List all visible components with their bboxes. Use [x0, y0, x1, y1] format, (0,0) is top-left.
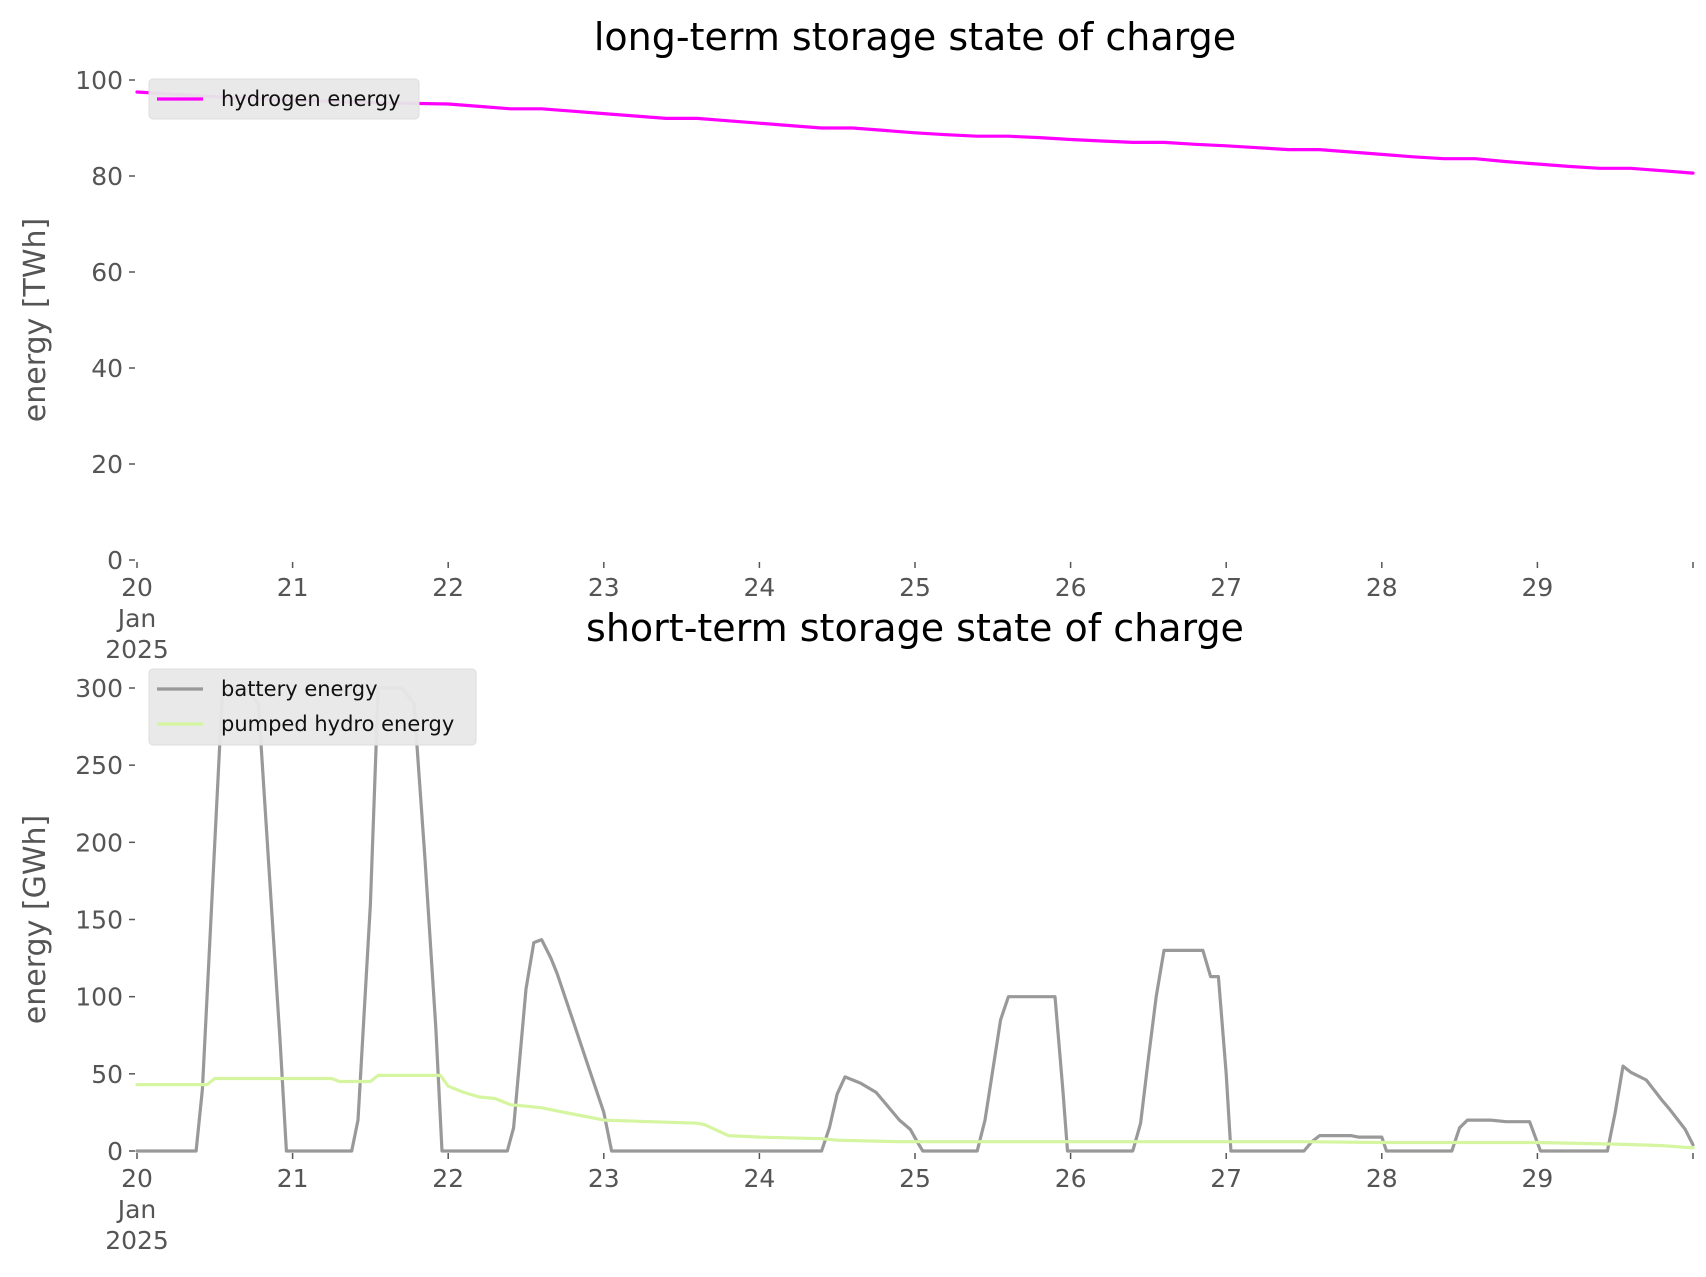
legend-box — [148, 668, 477, 746]
legend-entry: pumped hydro energy — [221, 712, 454, 736]
x-tick-label: 28 — [1366, 1164, 1398, 1193]
x-tick-label: 25 — [899, 1164, 931, 1193]
legend-entry: battery energy — [221, 677, 378, 701]
y-tick-label: 0 — [107, 1137, 123, 1166]
x-tick-label: Jan — [116, 1195, 157, 1224]
x-tick-label: 27 — [1210, 1164, 1242, 1193]
y-axis-label: energy [GWh] — [18, 815, 53, 1024]
y-tick-label: 100 — [75, 66, 123, 95]
y-tick-label: 200 — [75, 828, 123, 857]
chart-title: short-term storage state of charge — [586, 606, 1244, 650]
y-tick-label: 50 — [91, 1060, 123, 1089]
x-tick-label: 2025 — [105, 635, 169, 664]
x-tick-label: 2025 — [105, 1226, 169, 1255]
x-tick-label: 28 — [1366, 573, 1398, 602]
y-tick-label: 100 — [75, 983, 123, 1012]
x-tick-label: 24 — [743, 1164, 775, 1193]
y-tick-label: 250 — [75, 751, 123, 780]
x-tick-label: 21 — [277, 1164, 309, 1193]
x-tick-label: Jan — [116, 604, 157, 633]
series-line — [135, 90, 1695, 175]
x-tick-label: 21 — [277, 573, 309, 602]
x-tick-label: 22 — [432, 573, 464, 602]
chart-title: long-term storage state of charge — [594, 15, 1236, 59]
x-tick-label: 25 — [899, 573, 931, 602]
legend-entry: hydrogen energy — [221, 87, 401, 111]
y-tick-label: 0 — [107, 546, 123, 575]
x-tick-label: 20 — [121, 1164, 153, 1193]
x-tick-label: 22 — [432, 1164, 464, 1193]
long-term-storage-chart: long-term storage state of charge energy … — [18, 15, 1695, 664]
short-term-storage-chart: short-term storage state of charge energy… — [18, 606, 1695, 1255]
x-tick-label: 23 — [588, 573, 620, 602]
x-tick-label: 26 — [1055, 573, 1087, 602]
series-line — [135, 1073, 1695, 1150]
legend-box — [148, 78, 420, 120]
x-tick-label: 29 — [1521, 1164, 1553, 1193]
y-tick-label: 300 — [75, 674, 123, 703]
x-tick-label: 23 — [588, 1164, 620, 1193]
y-tick-label: 150 — [75, 906, 123, 935]
x-tick-label: 20 — [121, 573, 153, 602]
x-tick-label: 24 — [743, 573, 775, 602]
x-tick-label: 27 — [1210, 573, 1242, 602]
x-tick-label: 26 — [1055, 1164, 1087, 1193]
y-tick-label: 80 — [91, 162, 123, 191]
y-axis-label: energy [TWh] — [18, 218, 53, 422]
y-tick-label: 40 — [91, 354, 123, 383]
y-tick-label: 60 — [91, 258, 123, 287]
x-tick-label: 29 — [1521, 573, 1553, 602]
y-tick-label: 20 — [91, 450, 123, 479]
